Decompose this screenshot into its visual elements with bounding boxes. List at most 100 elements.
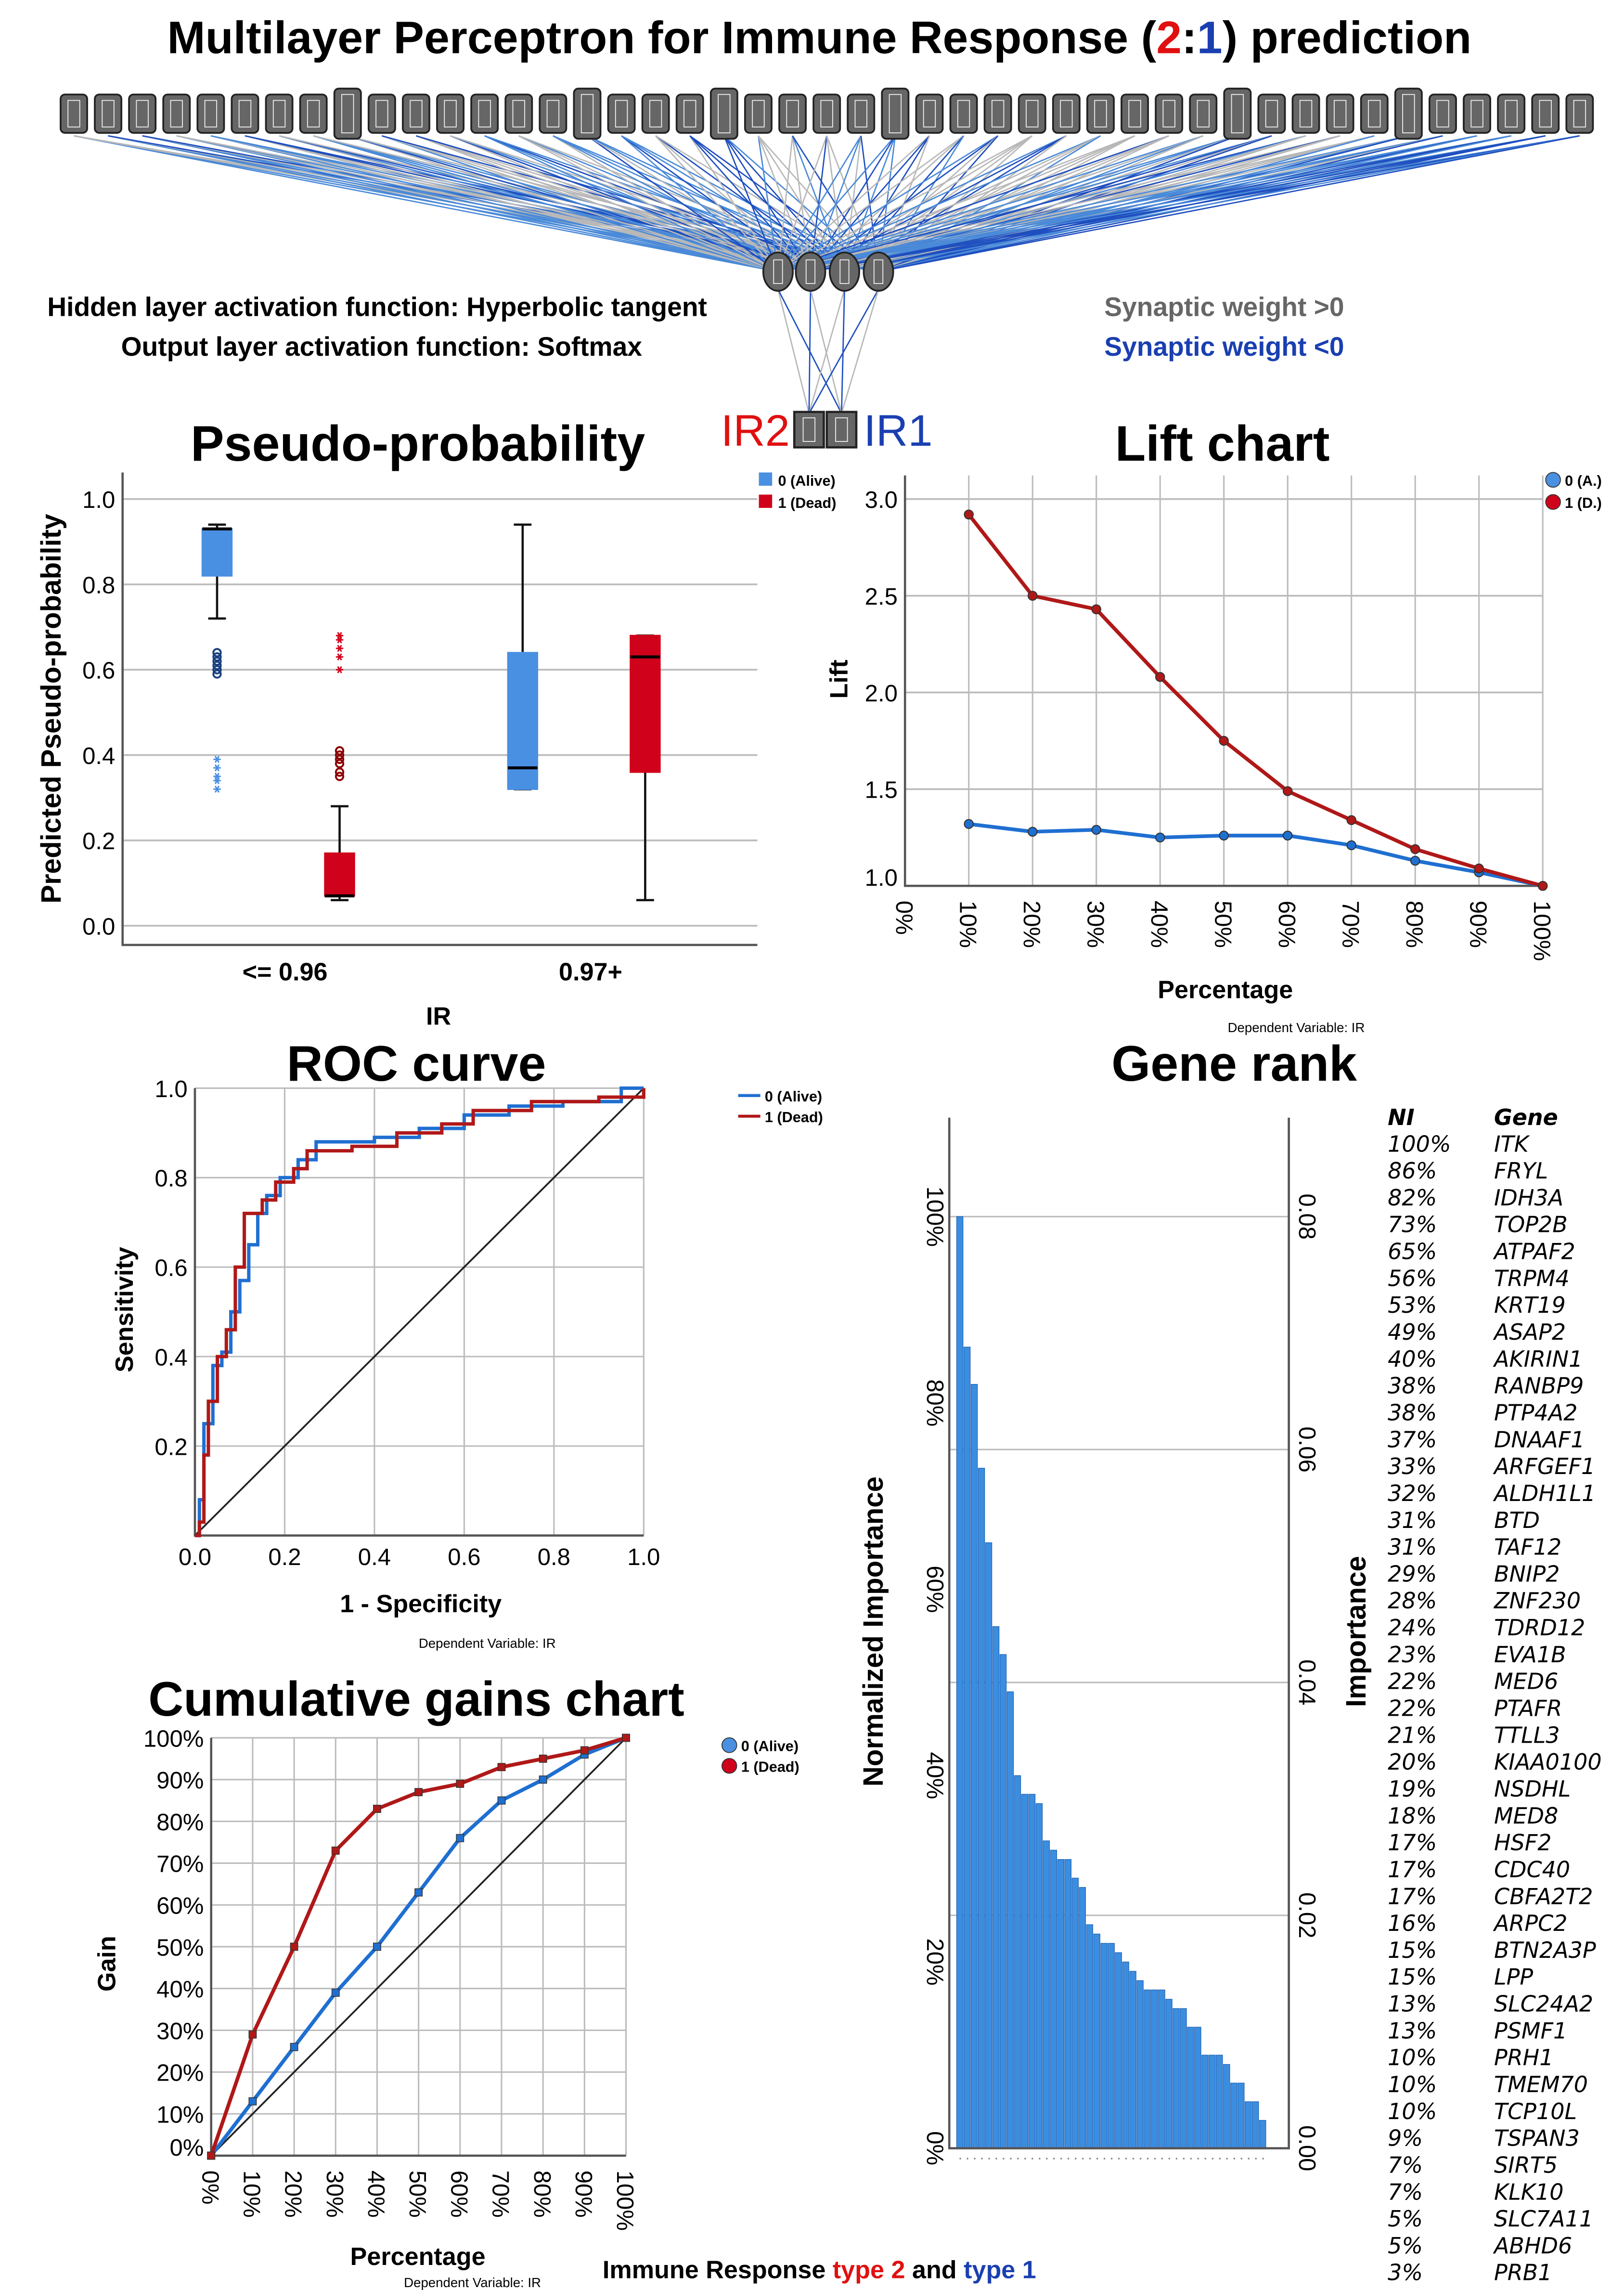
bar-category-mark (1219, 2158, 1221, 2160)
data-point (1410, 855, 1420, 866)
input-node (299, 93, 328, 134)
data-point (414, 1788, 423, 1797)
output-activation-label: Output layer activation function: Softma… (121, 332, 643, 362)
importance-bar (1194, 2027, 1201, 2149)
importance-bar (1043, 1840, 1050, 2149)
diagonal-reference-line (194, 1087, 644, 1537)
outlier-circle (212, 660, 222, 671)
x-tick-label: 70% (1337, 901, 1363, 948)
synapse-line (777, 135, 1135, 272)
table-gene-name: TAF12 (1494, 1534, 1561, 1560)
table-ni-value: 38% (1388, 1373, 1437, 1399)
input-node (1052, 93, 1081, 134)
bar-category-mark (1110, 2158, 1113, 2160)
table-gene-name: ATPAF2 (1493, 1239, 1575, 1265)
hidden-node-label-box (873, 259, 884, 284)
input-node-label-box (1368, 100, 1381, 128)
bar-category-mark (1125, 2158, 1127, 2160)
x-tick-label: 10% (954, 901, 980, 948)
pseudo-probability-chart: Pseudo-probability 0.0 0.2 0.4 0.6 0.8 1.0 <= 0… (36, 416, 837, 1031)
table-gene-name: ZNF230 (1493, 1588, 1581, 1614)
input-node-label-box (1402, 94, 1415, 133)
y-tick-label: 0.2 (155, 1434, 187, 1460)
y-tick-label: 0% (169, 2135, 204, 2161)
importance-bar (1209, 2055, 1216, 2149)
data-point (331, 1988, 340, 1997)
importance-bar (1259, 2120, 1266, 2149)
importance-bar (1100, 1943, 1108, 2149)
input-node (367, 93, 396, 134)
bar-category-mark (1147, 2158, 1149, 2160)
outlier-star (213, 773, 221, 780)
y-tick-label: 1.0 (865, 865, 898, 891)
input-node-label-box (889, 94, 902, 133)
synapse-line (621, 135, 779, 272)
bar-category-mark (1204, 2158, 1207, 2160)
data-point (207, 2151, 216, 2160)
input-node-label-box (1470, 100, 1483, 128)
bar-category-mark (1082, 2158, 1084, 2160)
y-right-tick-label: 0.04 (1294, 1659, 1320, 1706)
table-gene-name: PRB1 (1494, 2260, 1552, 2286)
table-ni-value: 17% (1388, 1856, 1437, 1882)
synapse-line (810, 289, 842, 414)
synapse-line (778, 135, 1477, 272)
synapse-line (844, 135, 1580, 272)
importance-bar (1173, 2008, 1180, 2149)
synapse-line (74, 135, 778, 272)
synapse-line (778, 135, 1204, 272)
legend-marker (1545, 494, 1561, 510)
synapse-line (655, 135, 779, 272)
input-node-label-box (820, 100, 833, 128)
table-gene-name: TMEM70 (1494, 2071, 1588, 2097)
y-tick-label: 0.6 (82, 658, 115, 684)
table-header-gene: Gene (1494, 1104, 1558, 1130)
input-node (1565, 93, 1594, 134)
roc-chart: ROC curve 0.0 0.2 0.4 0.6 0.8 1.0 0.2 0.4 0.6 0.8 1… (111, 1036, 823, 1651)
legend-label: 0 (Alive) (741, 1738, 799, 1755)
synapse-line (841, 289, 879, 414)
table-gene-name: RANBP9 (1494, 1373, 1584, 1399)
data-point (456, 1779, 464, 1788)
input-node-label-box (102, 100, 115, 128)
outlier-circle (212, 648, 222, 658)
importance-bar (999, 1654, 1007, 2149)
bar-category-mark (1010, 2158, 1012, 2160)
input-node-label-box (1505, 100, 1518, 128)
table-ni-value: 23% (1388, 1642, 1437, 1668)
data-point (1091, 604, 1101, 614)
outlier-circle (335, 746, 345, 756)
table-ni-value: 37% (1388, 1426, 1437, 1452)
importance-bar (1187, 2027, 1194, 2149)
input-node (1497, 93, 1526, 134)
legend-marker (721, 1758, 737, 1774)
input-node (231, 93, 259, 134)
importance-bar (1057, 1859, 1065, 2149)
importance-bar (970, 1384, 978, 2149)
x-tick-label: 80% (529, 2171, 555, 2218)
synapse-line (655, 135, 811, 272)
table-ni-value: 5% (1388, 2206, 1423, 2232)
bar-category-mark (1175, 2158, 1178, 2160)
synapse-line (777, 289, 810, 414)
synapse-line (778, 135, 1306, 272)
synapse-line (347, 135, 778, 272)
synapse-line (778, 135, 1409, 272)
y-tick-label: 30% (156, 2018, 204, 2044)
legend-label: 0 (Alive) (778, 473, 835, 489)
importance-bar (1165, 1999, 1173, 2149)
table-ni-value: 31% (1388, 1534, 1437, 1560)
input-node-label-box (1162, 100, 1175, 128)
data-point (373, 1942, 381, 1951)
data-point (1155, 832, 1165, 843)
table-gene-name: ABHD6 (1493, 2233, 1572, 2259)
input-node (162, 93, 191, 134)
y-axis-label: Normalized Importance (858, 1476, 889, 1786)
table-ni-value: 82% (1388, 1185, 1437, 1211)
synapse-line (777, 135, 827, 272)
table-gene-name: FRYL (1494, 1158, 1548, 1184)
x-tick-label: 0.4 (358, 1544, 391, 1570)
synapse-line (210, 135, 778, 272)
input-node (333, 88, 362, 140)
